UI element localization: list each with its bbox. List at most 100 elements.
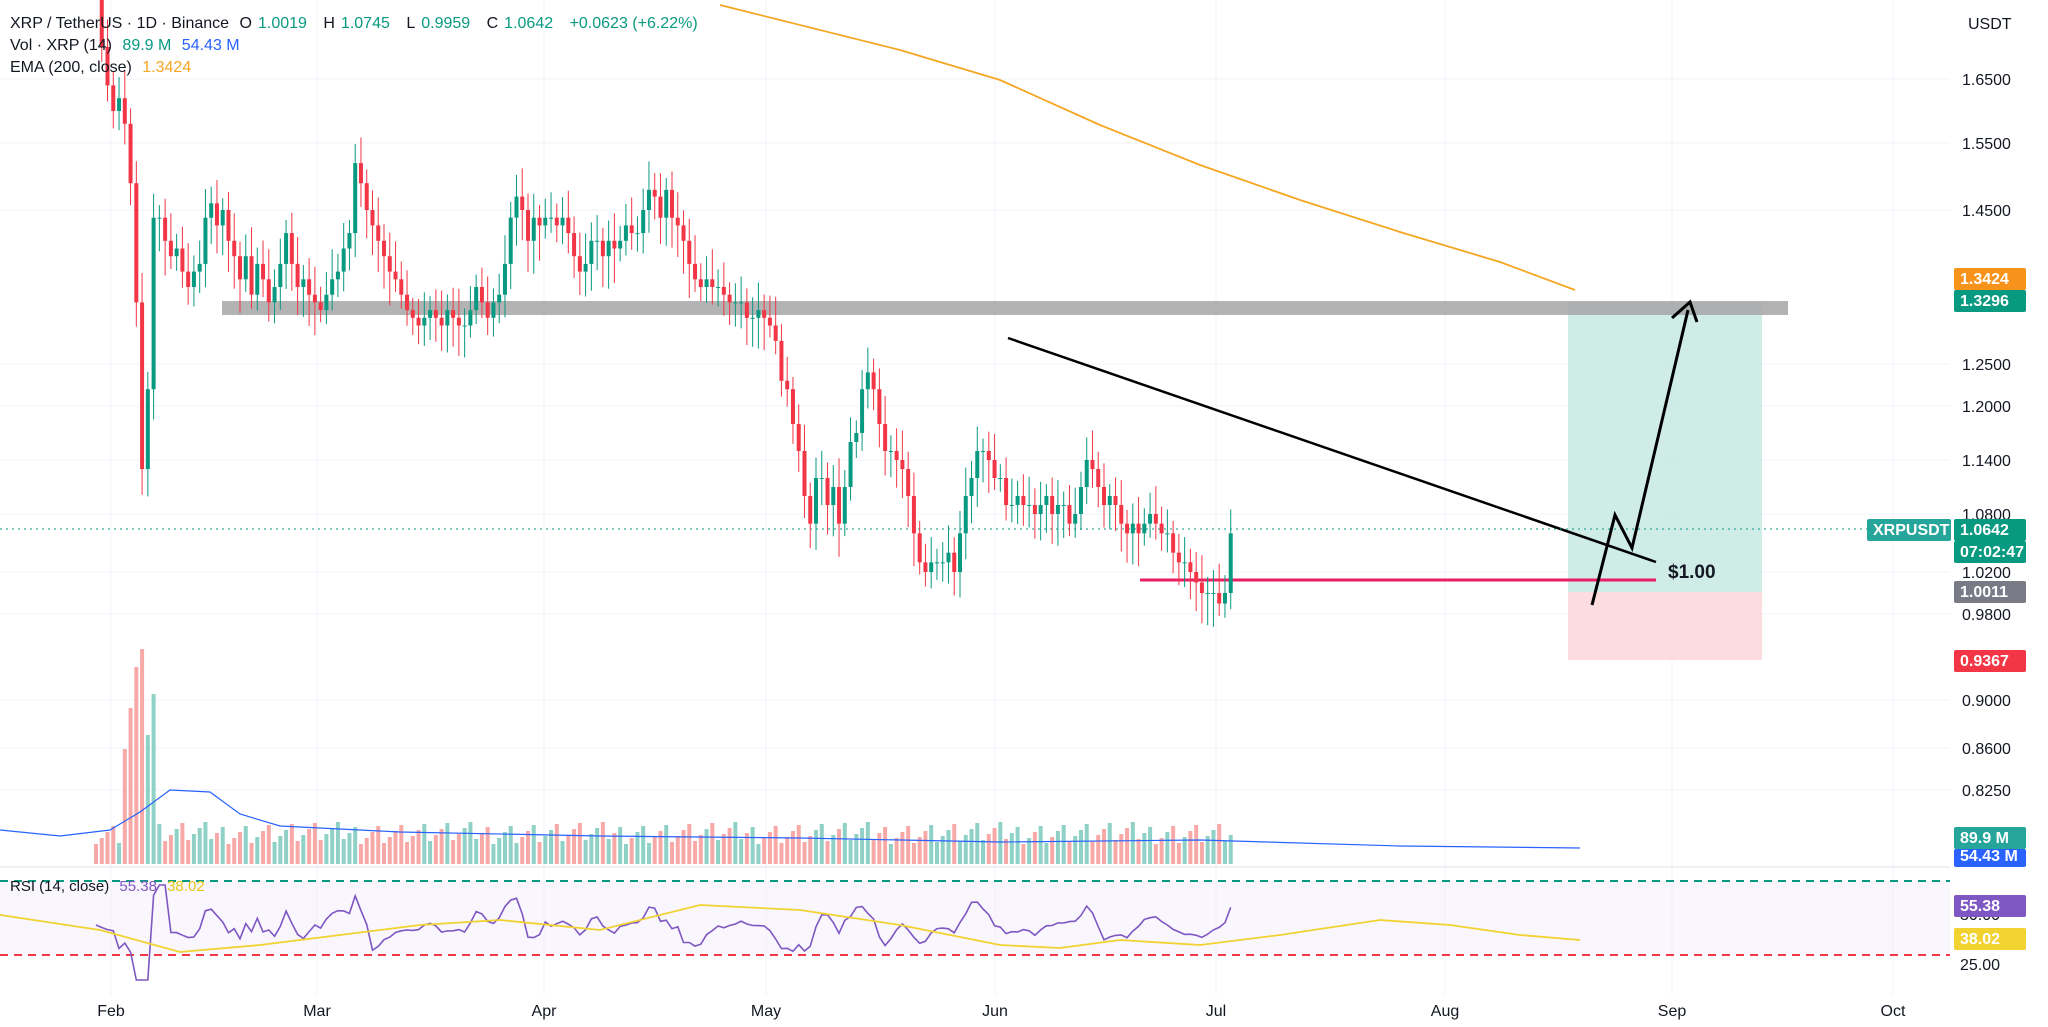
volume-bar [969, 829, 974, 864]
candle-body [756, 310, 761, 318]
badge-stop: 0.9367 [1960, 653, 2009, 670]
volume-bar [289, 824, 294, 864]
candle-body [825, 478, 830, 505]
symbol-title[interactable]: XRP / TetherUS · 1D · Binance [10, 15, 230, 32]
candle-body [1050, 496, 1055, 514]
candle-body [1211, 593, 1216, 594]
volume-bar [681, 830, 686, 864]
volume-bar [1090, 841, 1095, 864]
volume-bar [209, 839, 214, 864]
y-tick-label: 1.4500 [1962, 203, 2011, 220]
candle-body [888, 451, 893, 452]
candle-body [272, 287, 277, 303]
x-tick-jul: Jul [1206, 1003, 1226, 1020]
badge-ema: 1.3424 [1960, 271, 2009, 288]
volume-bar [94, 844, 98, 864]
volume-bar [934, 842, 939, 864]
candle-body [180, 248, 185, 272]
volume-bar [249, 843, 254, 864]
volume-bar [566, 835, 571, 864]
x-tick-mar: Mar [303, 1003, 331, 1020]
candle-body [249, 256, 254, 295]
ohlc-high: H 1.0745 [323, 15, 390, 32]
candle-body [808, 496, 813, 524]
badge-entry-bg [1954, 581, 2026, 603]
candle-body [1228, 533, 1233, 593]
candle-body [618, 240, 623, 249]
candle-body [698, 279, 703, 287]
badge-vol1: 89.9 M [1960, 830, 2009, 847]
candle-body [819, 478, 824, 479]
volume-bar [577, 823, 582, 864]
badge-rsi2-bg [1954, 928, 2026, 950]
projection-path [1590, 309, 1690, 606]
volume-bar [704, 829, 709, 864]
volume-bar [393, 831, 398, 864]
volume-bar [243, 826, 248, 864]
volume-bar [687, 824, 692, 864]
candle-body [744, 302, 749, 318]
candle-body [796, 424, 801, 451]
volume-legend[interactable]: Vol · XRP (14) 89.9 M 54.43 M [10, 35, 246, 57]
candle-body [99, 0, 104, 47]
volume-bar [151, 694, 156, 864]
badge-target: 1.3296 [1960, 293, 2009, 310]
volume-bar [122, 749, 127, 864]
projection-arrowhead [1671, 299, 1699, 323]
candle-body [687, 240, 692, 264]
candle-body [767, 317, 772, 326]
rsi-tick-25: 25.00 [1960, 957, 2000, 974]
candle-body [629, 225, 634, 234]
candle-body [1078, 487, 1083, 514]
candle-body [779, 340, 784, 381]
candle-body [1194, 572, 1199, 583]
volume-bar [134, 667, 139, 864]
volume-bar [877, 833, 882, 864]
volume-bar [341, 839, 346, 864]
volume-bar [168, 835, 173, 864]
candle-body [117, 98, 122, 111]
volume-bar [1084, 824, 1089, 864]
candle-body [111, 85, 116, 111]
volume-bar [232, 838, 237, 864]
candle-body [1217, 593, 1222, 604]
currency-label[interactable]: USDT [1968, 16, 2012, 33]
candle-body [1176, 552, 1181, 563]
volume-bar [814, 830, 818, 864]
candle-body [1153, 514, 1158, 524]
volume-bar [975, 823, 980, 864]
rsi-legend[interactable]: RSI (14, close) 55.38 38.02 [10, 876, 211, 898]
candle-body [1004, 478, 1009, 505]
volume-bar [186, 840, 191, 864]
candle-body [1182, 562, 1187, 564]
candle-body [451, 310, 456, 318]
volume-bar [744, 833, 749, 864]
badge-vol2-bg [1954, 849, 2026, 867]
candle-body [1125, 523, 1130, 534]
badge-rsi1-bg [1954, 895, 2026, 917]
rsi-ma-line [0, 904, 1581, 953]
volume-bar [312, 823, 317, 864]
candle-body [1021, 496, 1026, 505]
volume-bar [854, 834, 859, 864]
candle-body [238, 256, 242, 280]
volume-bar [526, 831, 530, 864]
candle-body [641, 210, 646, 234]
volume-bar [848, 840, 853, 864]
volume-bar [802, 842, 807, 864]
candle-body [428, 310, 433, 318]
candle-body [295, 263, 300, 287]
candle-body [658, 196, 663, 218]
volume-bar [261, 831, 266, 864]
candle-body [335, 271, 340, 280]
volume-bar [1228, 835, 1233, 864]
candle-body [842, 487, 847, 524]
volume-bar [773, 826, 778, 864]
candle-body [416, 317, 421, 326]
candle-body [134, 183, 139, 303]
candle-body [871, 372, 876, 390]
ema-legend[interactable]: EMA (200, close) 1.3424 [10, 57, 197, 79]
volume-bar [272, 842, 277, 864]
candle-body [583, 263, 588, 272]
